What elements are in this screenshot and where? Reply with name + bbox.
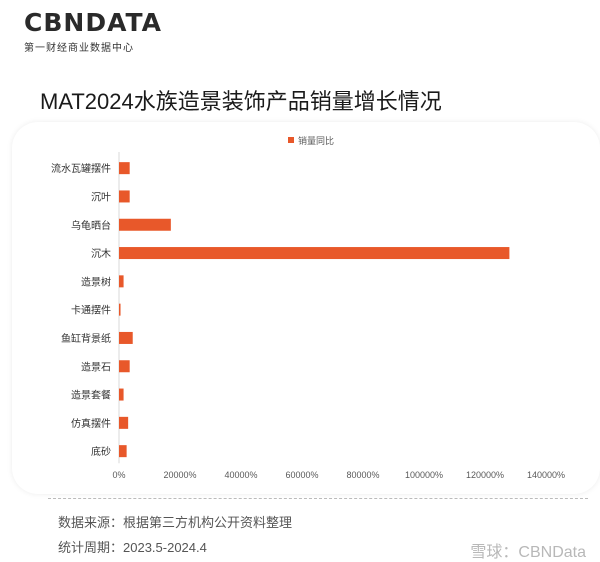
category-label: 沉木 [91, 247, 111, 260]
brand-logo: CBNDATA 第一财经商业数据中心 [24, 8, 162, 54]
category-label: 流水瓦罐摆件 [51, 162, 111, 175]
logo-subtitle: 第一财经商业数据中心 [24, 43, 134, 54]
x-tick-label: 120000% [466, 470, 504, 480]
x-tick-label: 0% [112, 470, 125, 480]
bar-1 [119, 190, 130, 203]
x-tick-label: 20000% [163, 470, 196, 480]
footer-divider [48, 498, 588, 499]
category-label: 造景石 [81, 360, 111, 373]
bar-10 [119, 445, 127, 458]
legend-swatch [288, 137, 294, 143]
data-source: 数据来源：根据第三方机构公开资料整理 [58, 515, 293, 530]
bar-0 [119, 162, 130, 175]
x-tick-label: 60000% [285, 470, 318, 480]
x-tick-label: 80000% [346, 470, 379, 480]
bar-6 [119, 331, 133, 344]
category-label: 沉叶 [91, 190, 111, 203]
bar-9 [119, 416, 129, 429]
bar-5 [119, 303, 121, 316]
category-label: 乌龟晒台 [71, 219, 111, 232]
bar-3 [119, 247, 510, 260]
category-label: 造景套餐 [71, 389, 111, 402]
legend-label: 销量同比 [298, 135, 334, 147]
bar-4 [119, 275, 124, 288]
logo-text: CBNDATA [24, 8, 162, 37]
x-tick-label: 100000% [405, 470, 443, 480]
watermark-text: 雪球：CBNData [470, 544, 586, 561]
category-label: 卡通摆件 [71, 304, 111, 317]
chart-title: MAT2024水族造景装饰产品销量增长情况 [40, 89, 442, 114]
chart-panel [12, 122, 600, 494]
x-tick-label: 40000% [224, 470, 257, 480]
category-label: 鱼缸背景纸 [61, 332, 111, 345]
category-label: 造景树 [81, 275, 111, 288]
bar-2 [119, 218, 171, 231]
bar-8 [119, 388, 124, 401]
category-label: 仿真摆件 [71, 417, 111, 430]
stat-period: 统计周期：2023.5-2024.4 [58, 540, 207, 555]
x-tick-label: 140000% [527, 470, 565, 480]
bar-7 [119, 360, 130, 373]
category-label: 底砂 [91, 445, 111, 458]
